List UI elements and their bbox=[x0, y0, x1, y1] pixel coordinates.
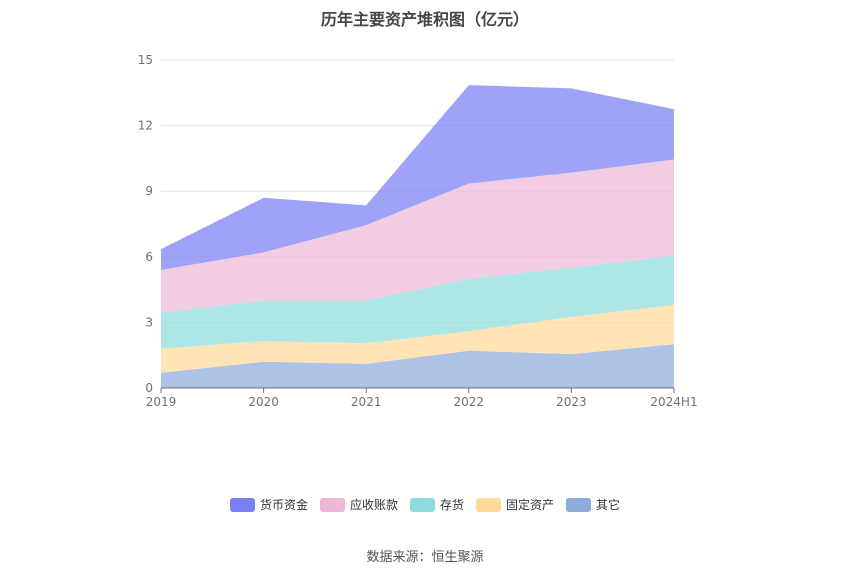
legend-item[interactable]: 固定资产 bbox=[476, 496, 554, 513]
y-tick-label: 15 bbox=[138, 53, 153, 67]
y-tick-label: 3 bbox=[145, 315, 153, 329]
area-series-3 bbox=[161, 159, 674, 313]
x-tick-label: 2019 bbox=[146, 395, 177, 409]
legend-swatch bbox=[319, 497, 345, 512]
x-tick-label: 2022 bbox=[454, 395, 485, 409]
legend-swatch bbox=[476, 497, 501, 512]
y-tick-label: 6 bbox=[145, 250, 153, 264]
legend-swatch bbox=[229, 497, 255, 512]
area-series-2 bbox=[161, 255, 674, 349]
legend-item[interactable]: 货币资金 bbox=[229, 496, 308, 513]
area-series-0 bbox=[161, 344, 674, 388]
x-tick-label: 2020 bbox=[248, 395, 279, 409]
legend-label: 存货 bbox=[439, 498, 464, 512]
stacked-area-chart: 0 3 6 9 12 15 2019 2020 2021 2022 2023 2024H1 bbox=[138, 53, 698, 409]
area-series bbox=[161, 85, 674, 388]
area-series-1 bbox=[161, 304, 674, 373]
y-tick-label: 0 bbox=[145, 381, 153, 395]
legend-swatch bbox=[566, 497, 592, 512]
legend-label: 应收账款 bbox=[349, 498, 398, 512]
chart-title: 历年主要资产堆积图（亿元） bbox=[320, 10, 529, 29]
y-tick-label: 12 bbox=[138, 119, 153, 133]
axes: 0 3 6 9 12 15 2019 2020 2021 2022 2023 2024H1 bbox=[138, 53, 698, 409]
area-series-4 bbox=[161, 85, 674, 270]
x-tick-label: 2024H1 bbox=[650, 395, 697, 409]
legend: 货币资金 应收账款 存货 固定资产 其它 bbox=[0, 496, 850, 513]
y-tick-label: 9 bbox=[145, 184, 153, 198]
x-tick-label: 2023 bbox=[556, 395, 587, 409]
legend-swatch bbox=[409, 497, 435, 512]
legend-label: 货币资金 bbox=[259, 498, 308, 512]
legend-item[interactable]: 其它 bbox=[566, 496, 620, 513]
data-source: 数据来源：恒生聚源 bbox=[366, 550, 484, 565]
legend-item[interactable]: 应收账款 bbox=[319, 496, 398, 513]
legend-label: 固定资产 bbox=[506, 498, 555, 512]
legend-label: 其它 bbox=[596, 498, 621, 512]
x-tick-label: 2021 bbox=[351, 395, 382, 409]
legend-item[interactable]: 存货 bbox=[409, 496, 464, 513]
